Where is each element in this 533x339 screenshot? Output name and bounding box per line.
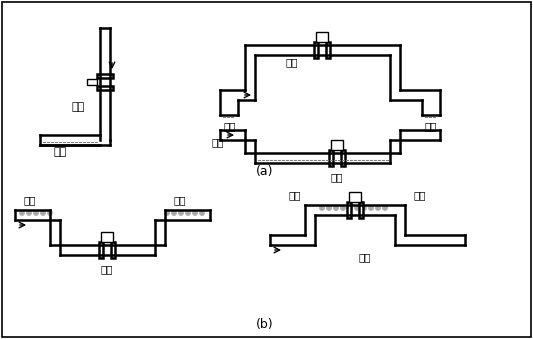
Circle shape: [172, 211, 176, 216]
Text: (b): (b): [256, 318, 274, 331]
Bar: [349, 192, 361, 202]
Bar: [331, 140, 343, 150]
Bar: [101, 232, 113, 242]
Text: 错误: 错误: [359, 252, 372, 262]
Text: 气泡: 气泡: [289, 190, 301, 200]
Circle shape: [361, 205, 367, 211]
Text: 正确: 正确: [101, 264, 113, 274]
Bar: [329, 150, 333, 166]
Circle shape: [327, 205, 332, 211]
Text: 液体: 液体: [224, 121, 236, 131]
Bar: [341, 150, 345, 166]
Bar: [316, 32, 328, 42]
Text: 气泡: 气泡: [24, 195, 36, 205]
Circle shape: [47, 211, 52, 216]
Circle shape: [383, 205, 387, 211]
Text: 正确: 正确: [286, 57, 298, 67]
Bar: [326, 42, 330, 58]
Text: 液体: 液体: [53, 147, 67, 157]
Text: 错误: 错误: [212, 137, 224, 147]
Text: 正确: 正确: [71, 102, 85, 112]
Circle shape: [179, 211, 183, 216]
Circle shape: [20, 211, 25, 216]
Bar: [87, 79, 97, 85]
Text: 气泡: 气泡: [414, 190, 426, 200]
Text: 液体: 液体: [331, 172, 343, 182]
Circle shape: [376, 205, 381, 211]
Text: (a): (a): [256, 165, 274, 178]
Circle shape: [41, 211, 45, 216]
Bar: [359, 202, 363, 218]
Circle shape: [199, 211, 205, 216]
Circle shape: [368, 205, 374, 211]
Text: 液体: 液体: [425, 121, 437, 131]
Text: 气泡: 气泡: [174, 195, 186, 205]
Circle shape: [185, 211, 190, 216]
Circle shape: [319, 205, 325, 211]
Circle shape: [348, 205, 352, 211]
Bar: [314, 42, 318, 58]
Circle shape: [27, 211, 31, 216]
Circle shape: [192, 211, 198, 216]
Bar: [111, 242, 115, 258]
Bar: [97, 86, 113, 90]
Circle shape: [334, 205, 338, 211]
Circle shape: [354, 205, 359, 211]
Circle shape: [341, 205, 345, 211]
Bar: [97, 74, 113, 78]
Circle shape: [34, 211, 38, 216]
Bar: [347, 202, 351, 218]
Circle shape: [165, 211, 169, 216]
Bar: [99, 242, 103, 258]
